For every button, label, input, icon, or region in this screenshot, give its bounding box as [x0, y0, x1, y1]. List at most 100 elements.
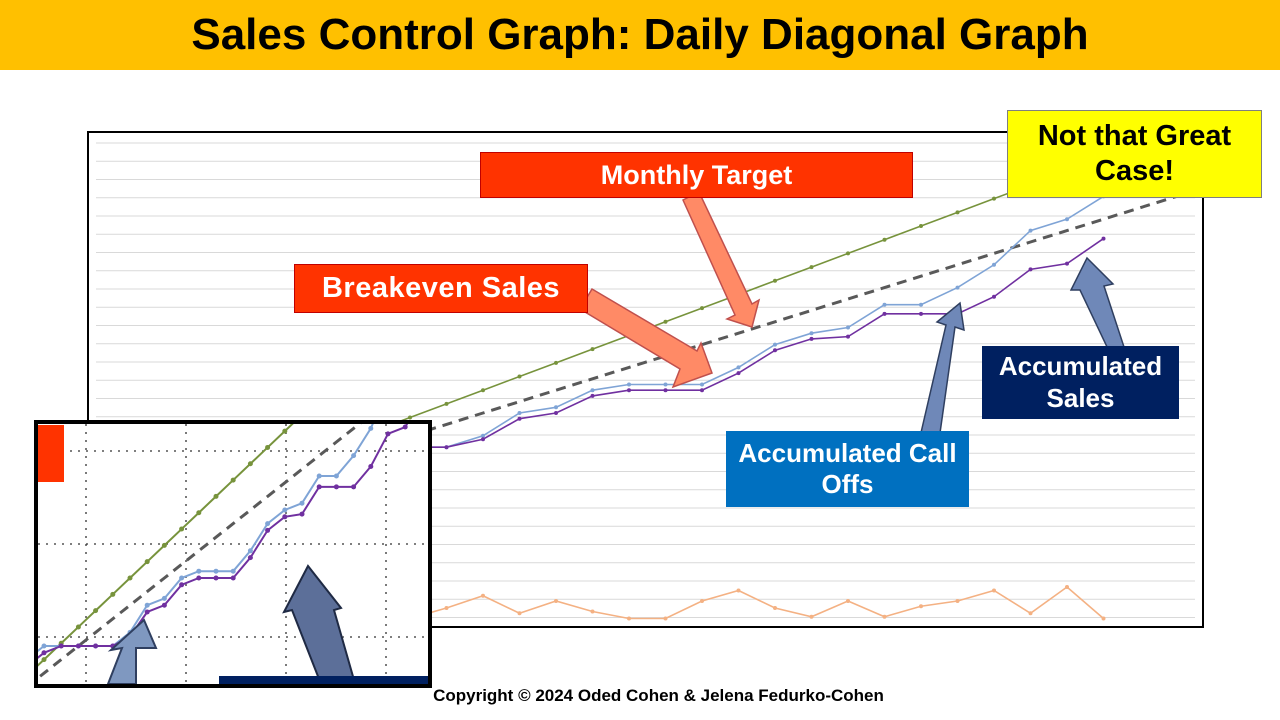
inset-accumulated-sales-point	[179, 582, 185, 588]
accumulated-sales-point	[517, 416, 522, 421]
accumulated-call-offs-point	[517, 411, 522, 415]
inset-grid	[38, 424, 428, 684]
accumulated-sales-point	[590, 393, 595, 398]
inset-monthly-target-point	[247, 461, 253, 467]
accumulated-sales-point	[773, 348, 777, 353]
title-bar: Sales Control Graph: Daily Diagonal Grap…	[0, 0, 1280, 70]
inset-accumulated-sales-point	[316, 484, 322, 490]
callout-arrows	[578, 190, 1125, 441]
monthly-target-point	[846, 251, 850, 256]
daily-sales-point	[1028, 611, 1033, 616]
accumulated-sales-point	[1065, 261, 1069, 266]
daily-sales-point	[663, 616, 668, 621]
accumulated-sales-point	[700, 388, 704, 393]
inset-accumulated-sales-point	[41, 650, 47, 656]
breakeven-sales-callout: Breakeven Sales	[294, 264, 588, 313]
inset-accumulated-call-offs-point	[161, 595, 167, 601]
inset-accumulated-call-offs-point	[282, 507, 288, 513]
monthly-target-arrow	[682, 190, 761, 328]
accumulated-call-offs-point	[590, 388, 595, 393]
daily-sales-point	[554, 599, 558, 603]
inset-monthly-target-point	[127, 575, 133, 581]
daily-sales-point	[846, 599, 850, 603]
monthly-target-point	[444, 401, 449, 406]
breakeven-arrow	[578, 287, 713, 389]
inset-accumulated-sales-point	[282, 514, 288, 520]
inset-accumulated-call-offs-point	[41, 643, 47, 649]
inset-accumulated-call-offs-point	[333, 473, 339, 479]
accumulated-call-offs-point	[882, 302, 887, 307]
daily-sales-point	[444, 606, 449, 610]
accumulated-call-offs-point	[736, 365, 741, 370]
accumulated-sales-point	[481, 437, 485, 442]
inset-accumulated-sales-point	[299, 511, 305, 517]
inset-accumulated-sales-point	[213, 575, 219, 581]
accumulated-call-offs-point	[992, 262, 996, 267]
daily-sales-point	[919, 604, 923, 609]
inset-accumulated-call-offs-point	[230, 568, 236, 574]
not-great-case-callout: Not that Great Case!	[1007, 110, 1262, 198]
inset-monthly-target-point	[144, 559, 150, 565]
inset-call-offs-arrow	[106, 618, 158, 684]
accumulated-call-offs-point	[919, 302, 923, 307]
inset-monthly-target-point	[110, 591, 116, 597]
monthly-target-point	[700, 306, 704, 311]
monthly-target-point	[955, 210, 960, 215]
accumulated-sales-point	[554, 411, 558, 415]
daily-sales-point	[1101, 616, 1106, 621]
accumulated-call-offs-point	[700, 382, 704, 387]
zoom-inset	[34, 420, 432, 688]
inset-accumulated-call-offs-point	[213, 568, 219, 574]
breakeven-sales-line	[117, 194, 1177, 529]
inset-accumulated-sales-point	[58, 643, 64, 649]
daily-sales-point	[773, 606, 777, 610]
inset-accumulated-sales-point	[385, 431, 391, 437]
inset-monthly-target-line	[38, 424, 294, 667]
copyright-text: Copyright © 2024 Oded Cohen & Jelena Fed…	[433, 686, 884, 705]
inset-accumulated-sales-point	[402, 424, 408, 430]
daily-sales-point	[517, 611, 522, 616]
inset-accumulated-sales-point	[265, 527, 271, 533]
accumulated-sales-point	[627, 388, 631, 393]
inset-sales-box-fragment	[219, 676, 428, 684]
call-offs-arrow	[919, 301, 965, 441]
monthly-target-point	[882, 237, 887, 242]
accumulated-call-offs-point	[1065, 217, 1069, 222]
daily-sales-point	[627, 616, 631, 621]
daily-sales-point	[736, 588, 741, 593]
accumulated-call-offs-callout: Accumulated Call Offs	[726, 431, 969, 507]
accumulated-sales-point	[444, 445, 449, 450]
monthly-target-point	[809, 265, 814, 270]
inset-monthly-target-point	[41, 657, 47, 663]
accumulated-call-offs-point	[809, 331, 814, 336]
inset-accumulated-sales-point	[144, 609, 150, 615]
accumulated-call-offs-point	[481, 433, 485, 438]
daily-sales-point	[481, 593, 485, 598]
monthly-target-point	[408, 415, 412, 420]
inset-accumulated-call-offs-point	[179, 575, 185, 581]
inset-accumulated-sales-point	[93, 643, 99, 649]
daily-sales-point	[700, 599, 704, 603]
inset-accumulated-sales-point	[247, 555, 253, 561]
inset-accumulated-call-offs-point	[299, 500, 305, 506]
inset-monthly-target-point	[75, 624, 81, 630]
inset-accumulated-call-offs-point	[247, 548, 253, 554]
accumulated-call-offs-point	[663, 382, 668, 387]
accumulated-sales-point	[992, 294, 996, 299]
inset-accumulated-sales-line	[38, 424, 409, 659]
inset-accumulated-call-offs-point	[144, 602, 150, 608]
inset-monthly-target-point	[93, 608, 99, 614]
accumulated-sales-point	[663, 388, 668, 393]
monthly-target-point	[919, 224, 923, 229]
daily-sales-point	[992, 588, 996, 593]
monthly-target-point	[517, 374, 522, 379]
inset-accumulated-sales-point	[196, 575, 202, 581]
inset-accumulated-sales-point	[161, 602, 167, 608]
accumulated-call-offs-point	[773, 342, 777, 347]
accumulated-call-offs-point	[1028, 228, 1033, 233]
sales-arrow	[1069, 256, 1125, 350]
inset-callout-fragment	[38, 425, 64, 482]
daily-sales-point	[809, 614, 814, 619]
accumulated-sales-point	[882, 311, 887, 316]
inset-accumulated-call-offs-point	[351, 453, 357, 459]
